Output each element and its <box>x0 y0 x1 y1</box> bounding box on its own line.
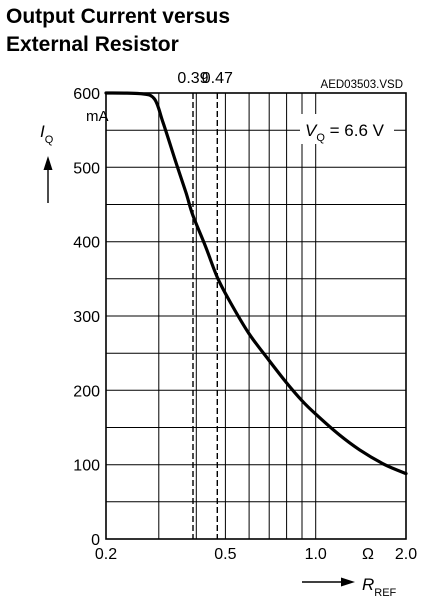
y-unit: mA <box>86 108 109 125</box>
y-axis-label: IQ <box>40 122 54 146</box>
y-tick-label: 100 <box>73 458 100 475</box>
annotation-main: V <box>305 121 318 140</box>
x-axis-label: RREF <box>362 575 397 599</box>
x-unit: Ω <box>362 546 374 563</box>
x-axis-arrow-head <box>341 577 355 587</box>
y-tick-label: 0 <box>91 532 100 549</box>
x-tick-label: 1.0 <box>305 546 327 563</box>
annotation-vq: VQ = 6.6 V <box>305 121 385 144</box>
plot-frame <box>105 92 407 540</box>
annotation-box <box>300 114 394 144</box>
axis-labels: 0.390.47 0 100 200 300 400 500 600 0.2 0.5 1.0 2.0 <box>73 70 417 563</box>
annotation-text: = 6.6 V <box>325 121 385 140</box>
x-tick-label: 0.2 <box>95 546 117 563</box>
marker-label: 0.47 <box>202 70 233 87</box>
y-tick-label: 400 <box>73 235 100 252</box>
y-tick-label: 200 <box>73 383 100 400</box>
figure-ref: AED03503.VSD <box>321 79 403 91</box>
series-line <box>104 91 408 476</box>
y-axis-label-main: I <box>40 122 45 141</box>
chart-title-line-1: Output Current versus <box>6 5 231 28</box>
marker-label: 0.39 <box>177 70 208 87</box>
x-tick-label: 2.0 <box>395 546 417 563</box>
x-axis-label-sub: REF <box>374 587 396 599</box>
marker-lines <box>192 93 219 539</box>
chart-title-line-2: External Resistor <box>6 33 179 56</box>
annotation-sub: Q <box>316 132 325 144</box>
y-tick-label: 500 <box>73 160 100 177</box>
grid-lines <box>106 92 407 540</box>
x-tick-label: 0.5 <box>214 546 236 563</box>
y-tick-label: 300 <box>73 309 100 326</box>
y-tick-label: 600 <box>73 86 100 103</box>
y-axis-label-sub: Q <box>45 134 54 146</box>
y-axis-arrow-head <box>43 156 53 170</box>
x-axis-label-main: R <box>362 575 374 594</box>
